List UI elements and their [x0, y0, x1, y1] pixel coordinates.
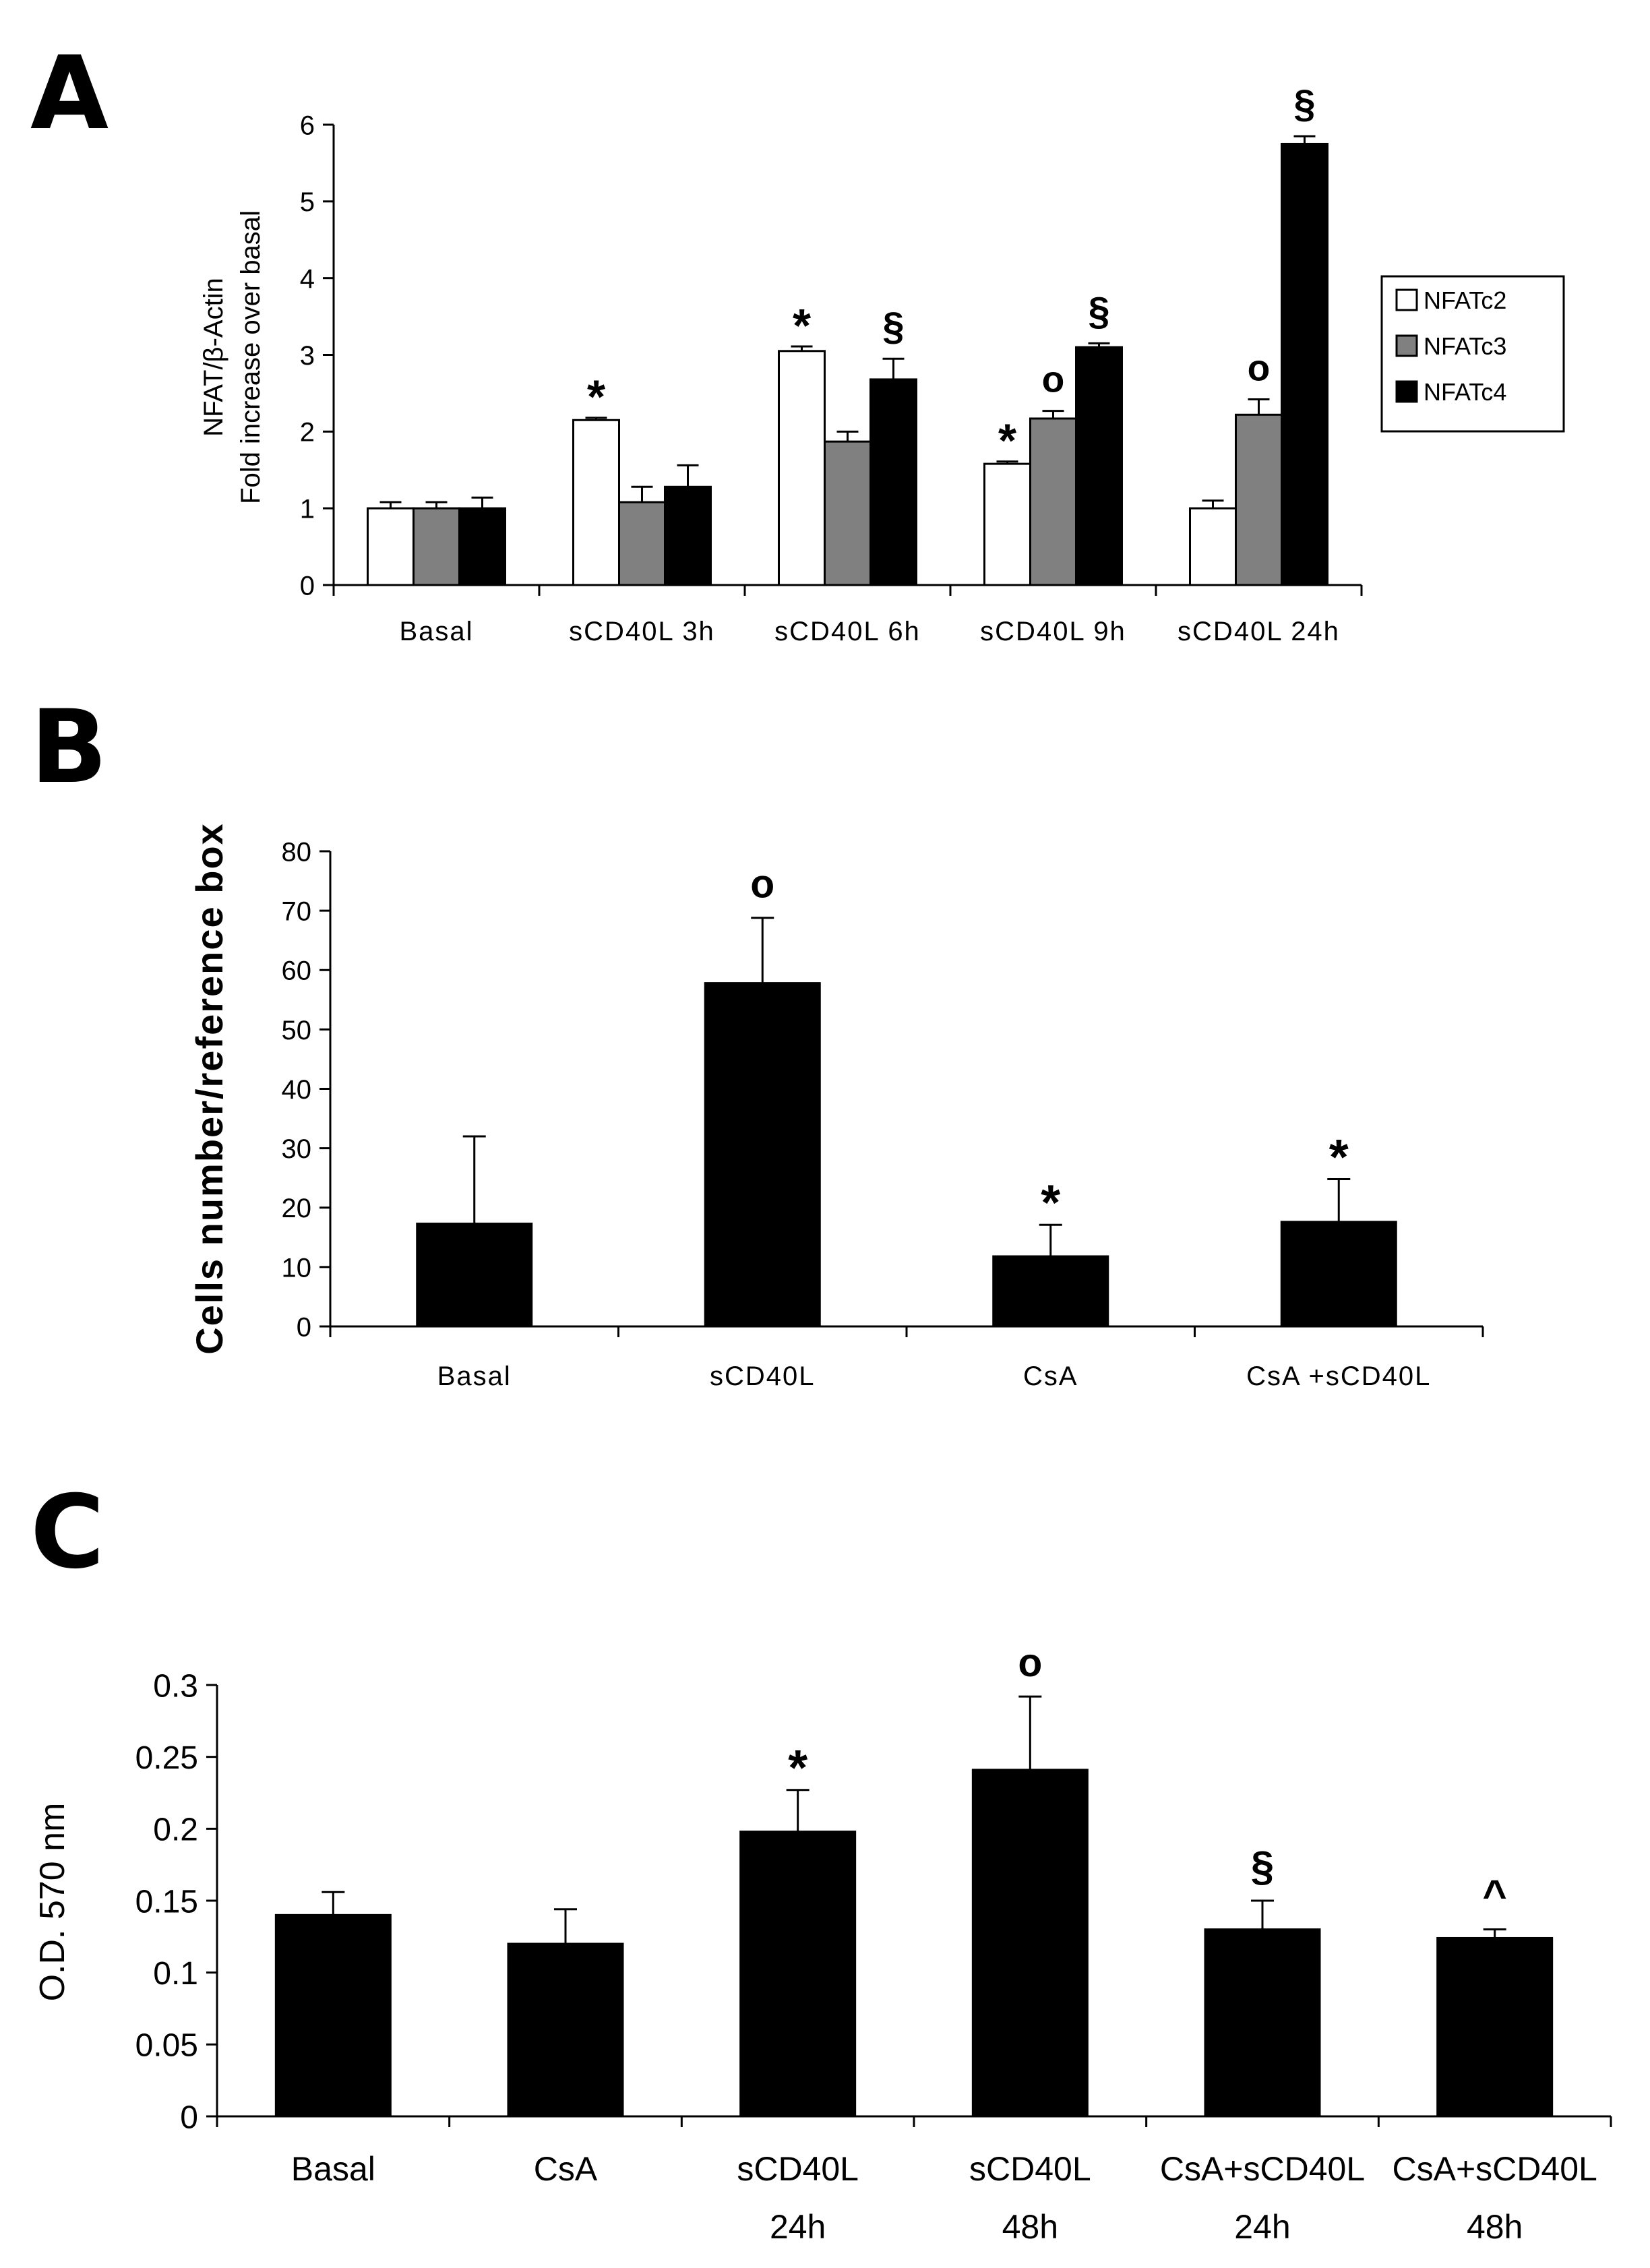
significance-marker: § [1088, 289, 1109, 333]
legend-swatch [1395, 334, 1418, 357]
y-tick-label: 10 [282, 1253, 312, 1283]
chart-c: 0 0.05 0.1 0.15 0.2 0.25 0.3 Basal CsA sCD40L 24h s… [33, 1641, 1612, 2246]
legend-entry: NFATc3 [1424, 332, 1506, 360]
significance-marker: * [1041, 1175, 1060, 1231]
y-tick-label: 1 [300, 495, 315, 524]
significance-marker: * [793, 299, 812, 352]
x-category-label: 48h [1002, 2208, 1058, 2246]
x-category-label: Basal [437, 1361, 512, 1391]
significance-marker: o [750, 863, 774, 907]
y-tick-label: 0 [297, 1312, 311, 1342]
legend-entry: NFATc4 [1424, 378, 1506, 406]
bar [507, 1942, 624, 2118]
significance-marker: * [587, 371, 606, 423]
bar [413, 507, 460, 586]
y-tick-label: 0.25 [135, 1740, 198, 1776]
y-tick-label: 30 [282, 1134, 312, 1164]
significance-marker: § [1293, 82, 1315, 126]
significance-marker: ^ [1483, 1872, 1507, 1919]
bar [1029, 417, 1077, 586]
panel-letter-a: A [30, 35, 109, 152]
legend-swatch [1395, 288, 1418, 311]
x-category-label: sCD40L 3h [569, 617, 715, 646]
significance-marker: § [882, 305, 904, 348]
y-axis-label: O.D. 570 nm [33, 1803, 72, 2002]
x-category-label: 48h [1467, 2208, 1523, 2246]
significance-marker: * [998, 415, 1017, 467]
bar [971, 1769, 1089, 2118]
bar [458, 507, 506, 586]
bar [739, 1831, 857, 2118]
y-tick-label: 0.1 [153, 1956, 198, 1992]
bar [778, 350, 826, 586]
y-tick-label: 0.15 [135, 1884, 198, 1920]
chart-a: 0 1 2 3 4 5 6 Basal sCD40L 3h sCD40L 6h sCD40L 9h s… [199, 82, 1565, 646]
y-tick-label: 60 [282, 956, 312, 986]
bar [1204, 1928, 1321, 2118]
significance-marker: * [788, 1740, 807, 1796]
y-axis-label: Fold increase over basal [236, 210, 266, 504]
y-axis-label: NFAT/β-Actin [199, 278, 228, 437]
x-category-label: CsA+sCD40L [1160, 2150, 1365, 2188]
y-tick-label: 3 [300, 341, 315, 371]
x-category-label: CsA +sCD40L [1246, 1361, 1431, 1391]
chart-b: 0 10 20 30 40 50 60 70 80 Basal sCD40L CsA CsA +sCD4… [188, 822, 1484, 1391]
y-tick-label: 0.3 [153, 1668, 198, 1704]
bar [1436, 1936, 1554, 2118]
bar [618, 501, 666, 586]
x-category-label: 24h [1234, 2208, 1290, 2246]
x-category-label: sCD40L [737, 2150, 859, 2188]
bar [1281, 142, 1328, 586]
y-tick-label: 0.05 [135, 2028, 198, 2064]
bar [824, 440, 872, 586]
bar [274, 1913, 392, 2118]
bar [1189, 507, 1237, 586]
y-tick-label: 70 [282, 897, 312, 927]
y-tick-label: 6 [300, 111, 315, 140]
x-category-label: CsA+sCD40L [1393, 2150, 1597, 2188]
x-category-label: CsA [1023, 1361, 1078, 1391]
panel-letter-b: B [30, 689, 107, 806]
significance-marker: o [1248, 347, 1271, 389]
y-tick-label: 40 [282, 1075, 312, 1105]
x-category-label: sCD40L [969, 2150, 1091, 2188]
y-axis-label: Cells number/reference box [188, 822, 231, 1355]
bar [1235, 413, 1283, 586]
bar [1075, 346, 1123, 586]
legend-swatch [1395, 380, 1418, 403]
bar [572, 419, 620, 586]
legend-entry: NFATc2 [1424, 286, 1506, 314]
bar [983, 462, 1031, 586]
bar [664, 485, 712, 586]
bar [704, 982, 821, 1328]
x-category-label: Basal [291, 2150, 375, 2188]
bar [992, 1255, 1109, 1328]
bar [416, 1223, 533, 1328]
x-category-label: sCD40L 6h [774, 617, 921, 646]
bar [869, 378, 917, 586]
x-category-label: CsA [534, 2150, 598, 2188]
significance-marker: o [1042, 359, 1065, 400]
y-tick-label: 80 [282, 837, 312, 867]
x-category-label: 24h [770, 2208, 826, 2246]
x-category-label: Basal [399, 617, 473, 646]
y-tick-label: 5 [300, 187, 315, 217]
significance-marker: o [1018, 1641, 1042, 1685]
y-tick-label: 0.2 [153, 1812, 198, 1848]
significance-marker: * [1329, 1129, 1349, 1185]
x-category-label: sCD40L [710, 1361, 816, 1391]
bar [367, 507, 415, 586]
y-tick-label: 20 [282, 1194, 312, 1223]
y-tick-label: 0 [180, 2100, 198, 2135]
y-tick-label: 4 [300, 264, 315, 294]
y-tick-label: 50 [282, 1016, 312, 1045]
significance-marker: § [1251, 1843, 1274, 1890]
x-category-label: sCD40L 24h [1178, 617, 1340, 646]
y-tick-label: 0 [300, 571, 315, 601]
x-category-label: sCD40L 9h [980, 617, 1126, 646]
y-tick-label: 2 [300, 418, 315, 448]
panel-letter-c: C [30, 1474, 104, 1591]
bar [1280, 1221, 1397, 1328]
